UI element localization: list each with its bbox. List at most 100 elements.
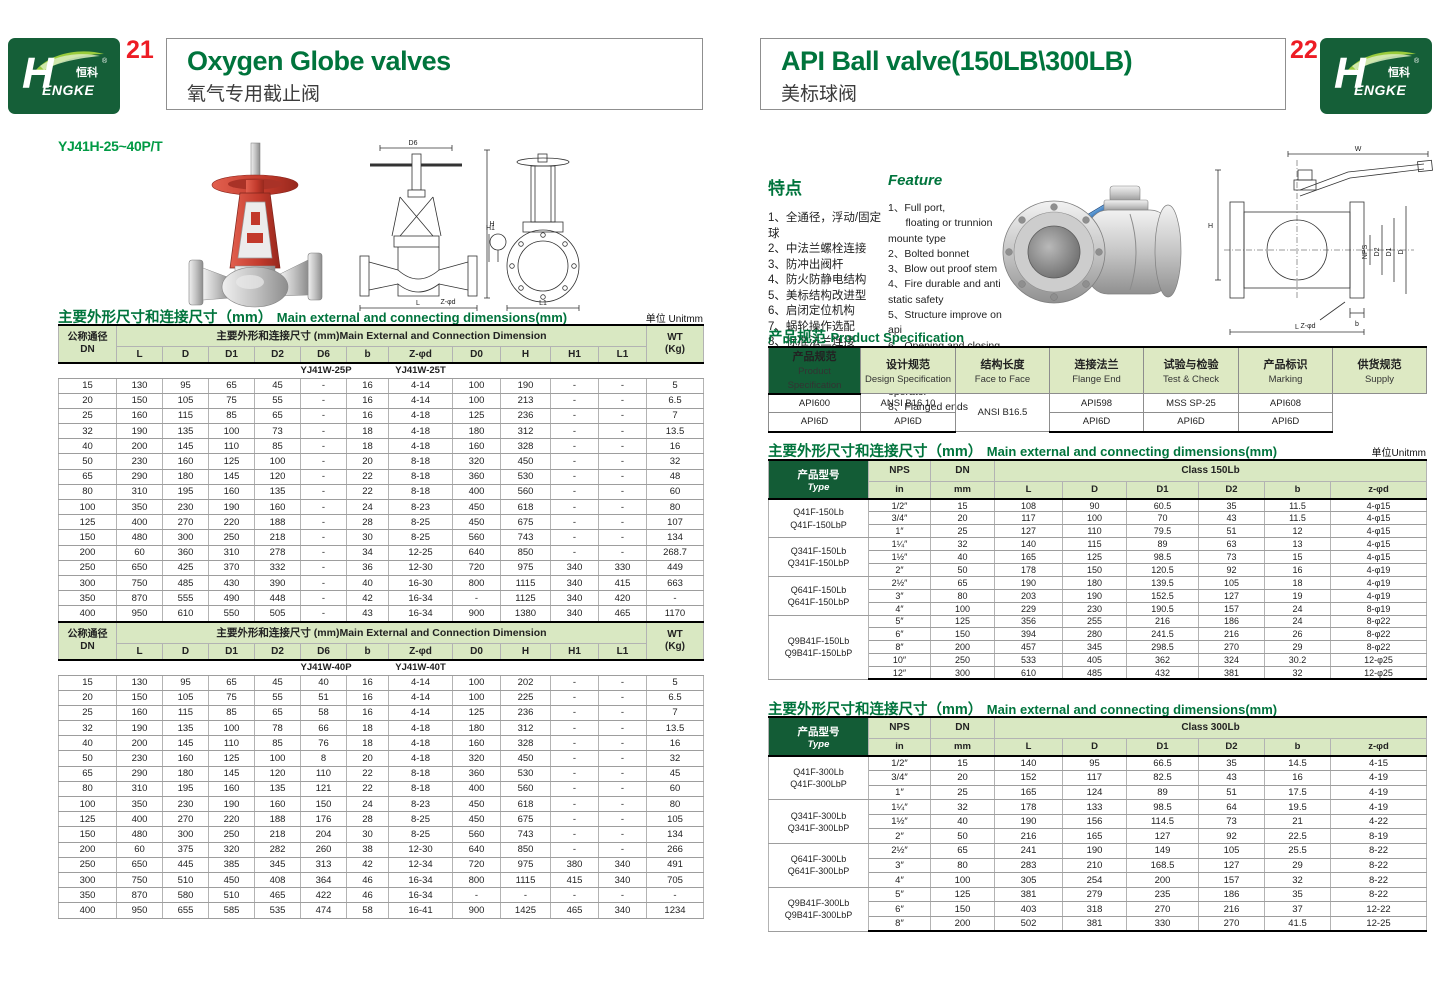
table-cell: - [598, 720, 647, 737]
table-cell: 675 [500, 811, 551, 828]
table-cell: 4-φ15 [1329, 511, 1428, 526]
table-cell: 229 [994, 601, 1063, 616]
table-cell: 950 [116, 605, 163, 622]
table-cell: 55 [254, 392, 301, 409]
table-cell: 14.5 [1264, 755, 1331, 772]
table-cell: 178 [994, 799, 1063, 815]
table-cell: 650 [116, 559, 163, 576]
table-cell: 2″ [868, 828, 931, 845]
table-cell: 254 [1062, 872, 1127, 888]
table-row: 400 950 610 550 505-43 16-34 900 1380 340 465 1170 [58, 605, 704, 622]
table-cell: 465 [550, 902, 599, 919]
column-header: D2 [1198, 480, 1265, 500]
type-name: Q9B41F-300Lb [787, 898, 850, 909]
table-cell: 8-25 [388, 826, 453, 843]
table-cell: 43 [1198, 511, 1265, 526]
table-cell: 85 [254, 438, 301, 455]
table-cell: 25 [930, 784, 995, 801]
dn-header: 公称通径 DN [58, 324, 117, 364]
table-cell: 117 [994, 511, 1063, 526]
table-cell: 75 [208, 689, 255, 706]
table-cell: 149 [1126, 843, 1199, 859]
table-cell: - [598, 377, 647, 394]
table-cell: 4-18 [388, 735, 453, 752]
table-cell: 3/4″ [868, 511, 931, 526]
table-cell: 139.5 [1126, 575, 1199, 590]
table-row: 32 190 135 100 78 66 18 4-18 180 312- -13.5 [58, 720, 704, 737]
table-row: 350 870 580 510 465 422 46 16-34- - - - - [58, 887, 704, 904]
table-cell: 975 [500, 559, 551, 576]
table-cell: 15 [930, 755, 995, 772]
table-cell: 380 [550, 856, 599, 873]
nps-header: NPS [868, 716, 931, 739]
table-cell: 115 [162, 407, 209, 425]
table-cell: 318 [1062, 901, 1127, 918]
table-cell: 40 [300, 674, 347, 691]
table-cell: - [550, 704, 599, 722]
table-cell: 60 [116, 544, 163, 561]
table-cell: 313 [300, 856, 347, 873]
features-en-title: Feature [888, 172, 943, 189]
table-cell: 32 [1264, 872, 1331, 888]
table-cell: 60.5 [1126, 498, 1199, 513]
table-cell: 4-14 [388, 704, 453, 722]
table-cell: 324 [1198, 653, 1265, 668]
table-cell: 270 [1198, 640, 1265, 655]
table-row: 125 400 270 220 188 176 28 8-25 450 675- -105 [58, 811, 704, 828]
table-cell: 12-25 [1329, 916, 1428, 933]
type-name: Q641F-150Lb [790, 584, 847, 595]
table-cell: 4-φ15 [1329, 537, 1428, 552]
table-cell: 278 [254, 544, 301, 561]
table-cell: 2″ [868, 562, 931, 577]
column-header: Z-φd [388, 345, 453, 364]
nps-header: NPS [868, 459, 931, 482]
table-cell: 445 [162, 856, 209, 873]
type-name: Q9B41F-150LbP [784, 648, 853, 659]
table-cell: 150 [930, 901, 995, 918]
table-cell: 63 [1198, 537, 1265, 552]
table-cell: 19 [1264, 588, 1331, 603]
type-name: Q9B41F-150Lb [787, 636, 850, 647]
table-cell: 4″ [868, 872, 931, 888]
feature-item: 4、Fire durable and anti static safety [888, 278, 1004, 306]
table-cell: - [550, 765, 599, 782]
table-cell: 220 [208, 811, 255, 828]
globe-valve-drawing-side: H1 L1 [486, 153, 580, 311]
table-cell: 50 [58, 750, 117, 767]
table-cell: API6D [768, 412, 861, 433]
table-cell: 135 [254, 483, 301, 501]
table-cell: 22 [346, 483, 389, 501]
ball-dim-table-300: 产品型号 Type NPS DN Class 300Lb in mm L D D1 D2… [768, 716, 1428, 933]
model-subrow: YJ41W-25P YJ41W-25T [58, 362, 704, 379]
table-cell: - [452, 590, 501, 607]
table-cell: 50 [930, 562, 995, 577]
table-cell: 48 [646, 468, 704, 485]
table-cell: - [550, 811, 599, 828]
table-cell: 100 [452, 377, 501, 394]
table-row: 350 870 555 490 448-42 16-34-1125 340 420- [58, 590, 704, 607]
table-cell: 310 [208, 544, 255, 561]
table-cell: 16 [346, 674, 389, 691]
table-row: Q341F-300Lb Q341F-300LbP 1¼″ 32 178 133 98.5 64… [768, 799, 1428, 845]
table-cell: - [550, 453, 599, 470]
table-cell: 450 [500, 453, 551, 470]
table-cell: 51 [1198, 524, 1265, 539]
table-cell: 381 [994, 886, 1063, 903]
table-cell: 8-18 [388, 780, 453, 798]
dim-label: H [489, 221, 494, 228]
table-cell: 405 [1062, 653, 1127, 668]
table-cell: - [598, 498, 647, 516]
section-title-zh: 主要外形尺寸和连接尺寸（mm） [768, 702, 983, 718]
table-row: 12″ 300 610 485 432 381 32 12-φ25 [769, 666, 1428, 681]
table-cell: 16-34 [388, 871, 453, 889]
type-name: Q41F-150Lb [793, 507, 844, 518]
table-cell: 25 [58, 407, 117, 425]
column-header: D0 [452, 642, 501, 661]
table-cell: 4-14 [388, 689, 453, 706]
table-row: 25 160 115 85 65-16 4-18 125 236- -7 [58, 407, 704, 425]
table-cell: 156 [1062, 813, 1127, 830]
table-cell: 12 [1264, 524, 1331, 539]
table-cell: - [300, 605, 347, 622]
page-number-left: 21 [126, 36, 154, 64]
table-cell: 115 [1062, 537, 1127, 552]
